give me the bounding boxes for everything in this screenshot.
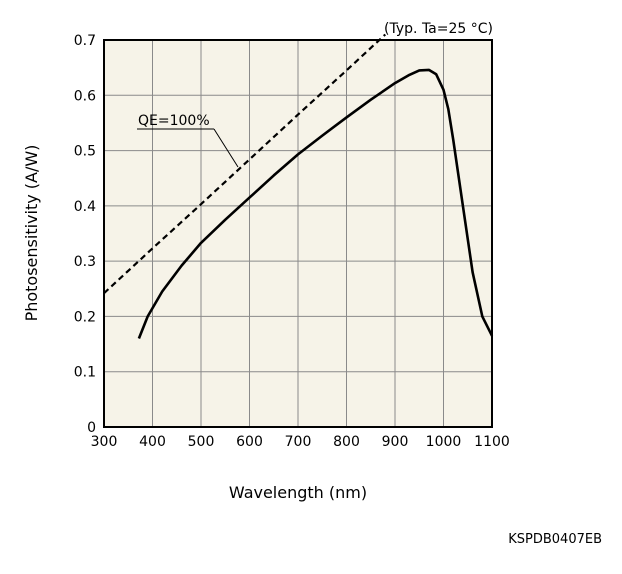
condition-note: (Typ. Ta=25 °C) xyxy=(384,21,493,37)
y-tick-label: 0.6 xyxy=(74,88,96,104)
x-tick-label: 1000 xyxy=(426,434,462,450)
y-tick-label: 0.1 xyxy=(74,365,96,381)
x-tick-label: 600 xyxy=(236,434,263,450)
x-tick-label: 900 xyxy=(382,434,409,450)
plot-frame xyxy=(103,39,493,428)
series-group xyxy=(103,33,494,339)
y-tick-label: 0.3 xyxy=(74,254,96,270)
y-tick-labels: 0 0.1 0.2 0.3 0.4 0.5 0.6 0.7 xyxy=(74,33,96,436)
qe-annotation-leader xyxy=(213,128,239,168)
x-tick-labels: 300 400 500 600 700 800 900 1000 1100 xyxy=(91,434,510,450)
series-line-photosensitivity xyxy=(137,68,494,339)
x-tick-label: 400 xyxy=(139,434,166,450)
x-axis-title: Wavelength (nm) xyxy=(229,483,367,502)
x-tick-label: 700 xyxy=(285,434,312,450)
grid-lines xyxy=(104,40,492,427)
y-tick-label: 0 xyxy=(87,420,96,436)
y-tick-label: 0.4 xyxy=(74,199,96,215)
y-tick-label: 0.5 xyxy=(74,144,96,160)
qe-annotation: QE=100% xyxy=(137,113,239,168)
x-tick-label: 500 xyxy=(188,434,215,450)
x-tick-label: 800 xyxy=(333,434,360,450)
y-tick-label: 0.7 xyxy=(74,33,96,49)
x-tick-label: 300 xyxy=(91,434,118,450)
y-tick-label: 0.2 xyxy=(74,309,96,325)
qe-annotation-label: QE=100% xyxy=(138,113,210,129)
document-code: KSPDB0407EB xyxy=(508,532,602,547)
y-axis-title: Photosensitivity (A/W) xyxy=(22,145,41,322)
x-tick-label: 1100 xyxy=(474,434,510,450)
